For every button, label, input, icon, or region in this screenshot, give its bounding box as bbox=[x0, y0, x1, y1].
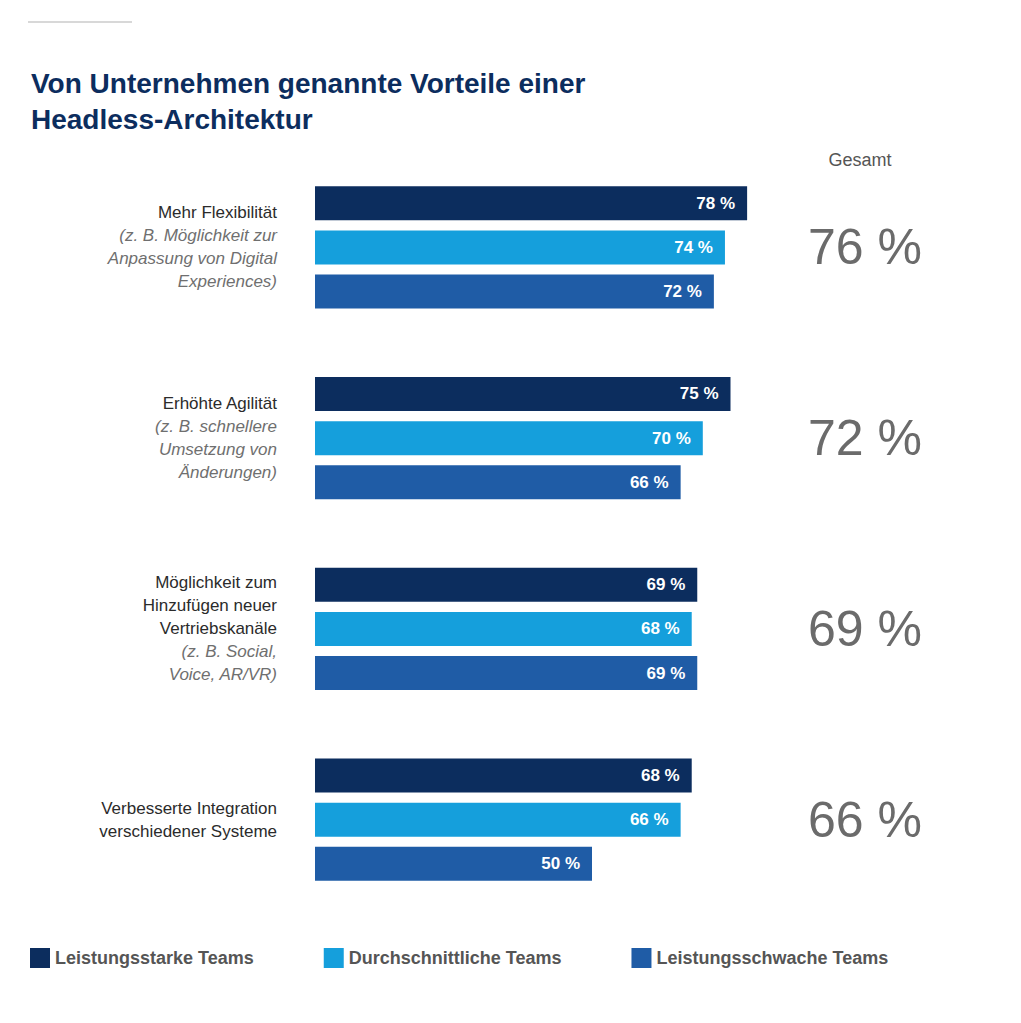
svg-text:75 %: 75 % bbox=[680, 384, 719, 403]
svg-text:Erhöhte Agilität: Erhöhte Agilität bbox=[163, 394, 278, 413]
svg-text:66 %: 66 % bbox=[630, 810, 669, 829]
svg-text:(z. B. Social,: (z. B. Social, bbox=[182, 642, 277, 661]
svg-text:verschiedener Systeme: verschiedener Systeme bbox=[99, 822, 277, 841]
svg-text:(z. B. schnellere: (z. B. schnellere bbox=[155, 417, 277, 436]
svg-text:70 %: 70 % bbox=[652, 429, 691, 448]
svg-text:Möglichkeit zum: Möglichkeit zum bbox=[155, 573, 277, 592]
svg-text:Hinzufügen neuer: Hinzufügen neuer bbox=[143, 596, 278, 615]
svg-text:Anpassung von Digital: Anpassung von Digital bbox=[107, 249, 278, 268]
svg-text:66 %: 66 % bbox=[630, 473, 669, 492]
svg-text:(z. B. Möglichkeit zur: (z. B. Möglichkeit zur bbox=[119, 226, 278, 245]
svg-text:Änderungen): Änderungen) bbox=[178, 463, 277, 482]
svg-text:Verbesserte Integration: Verbesserte Integration bbox=[101, 799, 277, 818]
svg-text:69 %: 69 % bbox=[808, 601, 922, 657]
svg-text:Vertriebskanäle: Vertriebskanäle bbox=[160, 619, 277, 638]
svg-text:69 %: 69 % bbox=[647, 575, 686, 594]
svg-text:Durchschnittliche Teams: Durchschnittliche Teams bbox=[349, 948, 562, 968]
svg-text:Gesamt: Gesamt bbox=[828, 150, 891, 170]
svg-text:68 %: 68 % bbox=[641, 766, 680, 785]
svg-text:72 %: 72 % bbox=[808, 410, 922, 466]
svg-text:68 %: 68 % bbox=[641, 619, 680, 638]
svg-text:Von Unternehmen genannte Vorte: Von Unternehmen genannte Vorteile einer bbox=[31, 68, 585, 99]
svg-text:Mehr Flexibilität: Mehr Flexibilität bbox=[158, 203, 277, 222]
svg-text:69 %: 69 % bbox=[647, 664, 686, 683]
svg-text:74 %: 74 % bbox=[674, 238, 713, 257]
svg-text:50 %: 50 % bbox=[541, 854, 580, 873]
svg-text:Leistungsschwache Teams: Leistungsschwache Teams bbox=[656, 948, 888, 968]
svg-text:78 %: 78 % bbox=[696, 194, 735, 213]
svg-text:66 %: 66 % bbox=[808, 792, 922, 848]
svg-text:Umsetzung von: Umsetzung von bbox=[159, 440, 277, 459]
svg-text:72 %: 72 % bbox=[663, 282, 702, 301]
svg-text:Voice, AR/VR): Voice, AR/VR) bbox=[169, 665, 277, 684]
svg-text:Experiences): Experiences) bbox=[178, 272, 277, 291]
svg-text:Headless-Architektur: Headless-Architektur bbox=[31, 104, 313, 135]
svg-text:Leistungsstarke Teams: Leistungsstarke Teams bbox=[55, 948, 254, 968]
svg-text:76 %: 76 % bbox=[808, 219, 922, 275]
